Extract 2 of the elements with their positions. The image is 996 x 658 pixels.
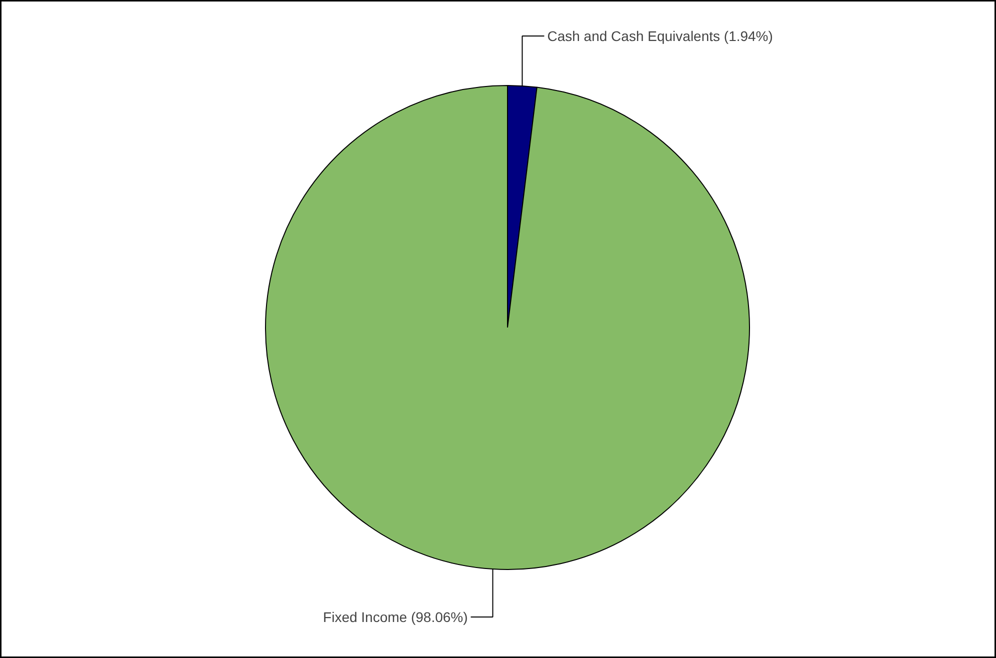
slice-label: Cash and Cash Equivalents (1.94%) [547,28,773,44]
slice-label: Fixed Income (98.06%) [323,609,468,626]
